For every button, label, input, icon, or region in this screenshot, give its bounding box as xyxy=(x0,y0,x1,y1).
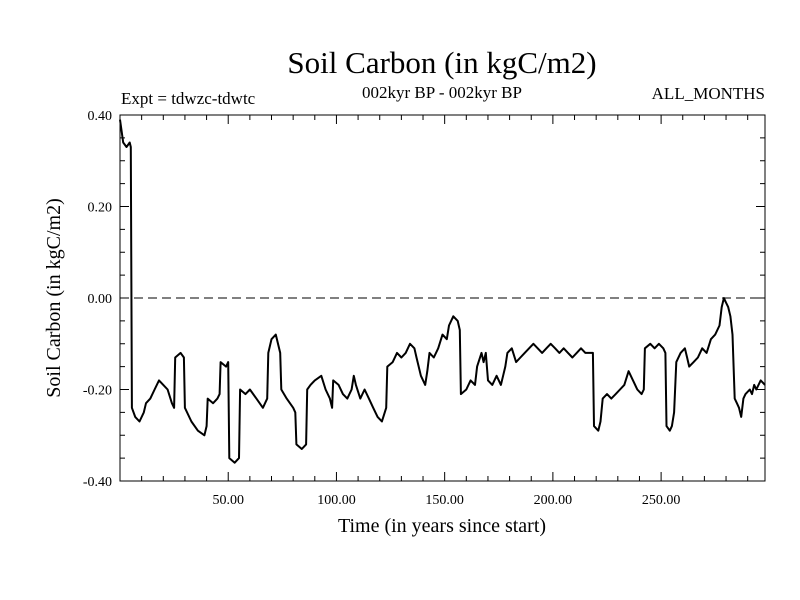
period-label: 002kyr BP - 002kyr BP xyxy=(362,83,522,102)
x-axis-label: Time (in years since start) xyxy=(338,515,546,537)
chart-title: Soil Carbon (in kgC/m2) xyxy=(287,45,596,80)
experiment-label: Expt = tdwzc-tdwtc xyxy=(121,89,256,108)
x-tick-label: 100.00 xyxy=(317,493,356,508)
y-tick-label: 0.20 xyxy=(88,201,113,216)
series-line xyxy=(119,119,766,464)
y-tick-label: -0.40 xyxy=(83,475,112,490)
x-tick-label: 200.00 xyxy=(534,493,573,508)
months-label: ALL_MONTHS xyxy=(652,84,765,103)
x-tick-label: 150.00 xyxy=(425,493,464,508)
y-tick-label: -0.20 xyxy=(83,384,112,399)
plot-area: -0.40 -0.20 0.00 0.20 0.40 50.00 100.00 150.00 2… xyxy=(83,109,766,508)
x-tick-label: 50.00 xyxy=(212,493,244,508)
y-tick-label: 0.00 xyxy=(88,292,113,307)
y-axis-label: Soil Carbon (in kgC/m2) xyxy=(43,198,65,397)
y-tick-label: 0.40 xyxy=(88,109,113,124)
x-tick-label: 250.00 xyxy=(642,493,681,508)
